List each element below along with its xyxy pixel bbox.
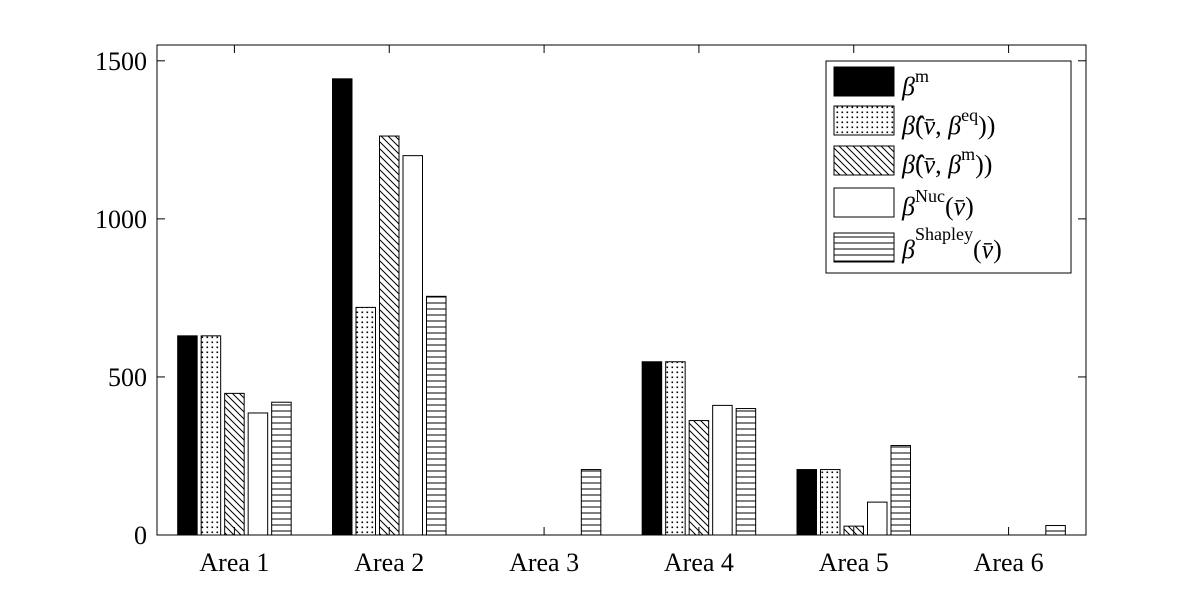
legend-entry-3: β̂(v̄, βm))	[833, 144, 992, 179]
legend-label-2: β̂(v̄, βeq))	[901, 105, 995, 140]
bar-series5-area-5	[890, 445, 911, 536]
y-tick-label: 500	[108, 363, 147, 392]
legend-swatch-5	[833, 232, 895, 263]
bar-series3-area-4	[688, 420, 710, 536]
legend-entry-1: βm	[833, 66, 929, 101]
y-tick-label: 0	[134, 521, 147, 550]
bar-series2-area-5	[820, 469, 841, 536]
bar-series2-area-2	[355, 306, 376, 536]
bar-series5-area-2	[426, 295, 447, 536]
bar-series3-area-1	[224, 392, 245, 536]
x-tick-label: Area 6	[974, 548, 1044, 577]
legend-swatch-4	[833, 187, 895, 218]
bar-series1-area-1	[177, 335, 198, 536]
bar-series4-area-4	[712, 404, 733, 536]
bar-series5-area-1	[271, 401, 292, 536]
bar-series2-area-4	[665, 361, 686, 536]
x-tick-label: Area 5	[819, 548, 889, 577]
legend: βm β̂(v̄, βeq)) β̂(v̄, βm)) βNuc(v̄) βSh…	[825, 60, 1072, 274]
x-tick-label: Area 4	[664, 548, 734, 577]
x-tick-label: Area 2	[354, 548, 424, 577]
legend-label-1: βm	[901, 66, 929, 101]
bar-series1-area-4	[641, 361, 663, 536]
y-axis: 0 500 1000 1500	[95, 47, 1086, 550]
legend-entry-4: βNuc(v̄)	[833, 186, 974, 221]
bar-series4-area-1	[247, 412, 269, 536]
legend-label-3: β̂(v̄, βm))	[901, 144, 992, 179]
x-axis: Area 1 Area 2 Area 3 Area 4 Area 5 Area 6	[199, 45, 1044, 577]
bar-series5-area-3	[580, 469, 602, 536]
plot-area-frame	[156, 44, 1087, 536]
bar-series1-area-2	[332, 78, 353, 536]
x-tick-label: Area 1	[199, 548, 269, 577]
bar-series1-area-5	[796, 469, 817, 536]
bar-series4-area-2	[402, 155, 423, 536]
bar-series3-area-2	[379, 135, 400, 536]
legend-swatch-2	[833, 105, 895, 136]
bars-layer	[177, 78, 1066, 536]
bar-series5-area-6	[1045, 525, 1066, 536]
legend-entry-2: β̂(v̄, βeq))	[833, 105, 995, 140]
bar-series4-area-5	[867, 501, 888, 536]
x-tick-label: Area 3	[509, 548, 579, 577]
legend-swatch-3	[833, 145, 895, 176]
y-tick-label: 1500	[95, 47, 147, 76]
bar-series2-area-1	[200, 335, 222, 536]
legend-swatch-1	[833, 66, 895, 97]
y-tick-label: 1000	[95, 205, 147, 234]
bar-series5-area-4	[735, 408, 757, 536]
